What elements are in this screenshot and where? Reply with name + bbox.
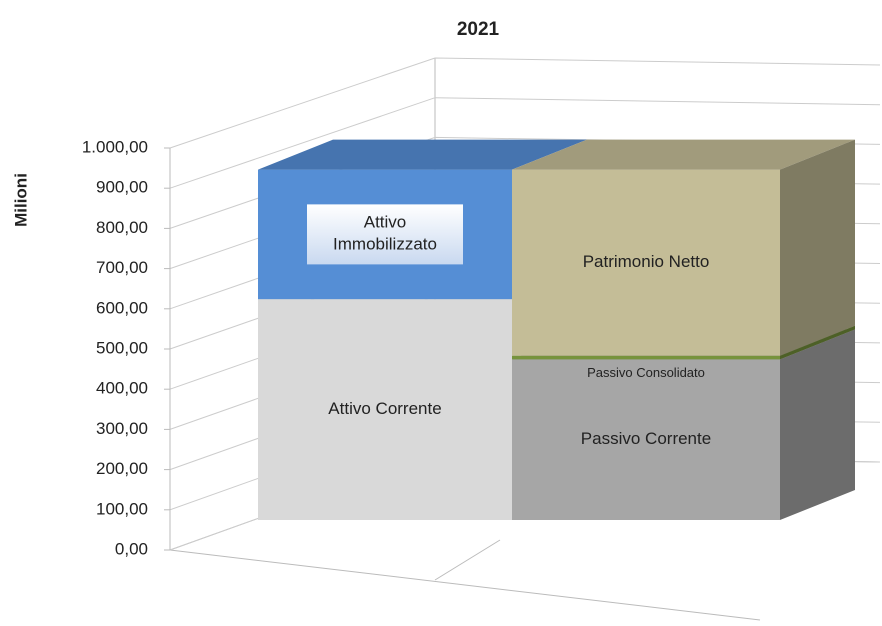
bar-front — [512, 169, 780, 356]
bar-top — [258, 139, 587, 170]
y-tick-label: 600,00 — [96, 298, 148, 317]
label-box — [307, 204, 463, 265]
chart-title: 2021 — [457, 19, 500, 40]
y-tick-label: 300,00 — [96, 419, 148, 438]
bar-front — [258, 299, 512, 520]
bar-side — [780, 329, 855, 520]
y-tick-label: 700,00 — [96, 258, 148, 277]
y-tick-label: 400,00 — [96, 379, 148, 398]
y-tick-label: 200,00 — [96, 459, 148, 478]
grid-line — [169, 57, 881, 149]
y-tick-label: 500,00 — [96, 338, 148, 357]
bar-front — [512, 359, 780, 520]
y-axis-label: Milioni — [11, 173, 30, 227]
bar-side — [780, 325, 855, 360]
grid-line — [169, 97, 881, 189]
series-label: Passivo Consolidato — [587, 365, 705, 380]
y-tick-label: 1.000,00 — [82, 137, 148, 156]
y-tick-label: 900,00 — [96, 178, 148, 197]
series-label: Patrimonio Netto — [583, 252, 710, 271]
y-tick-label: 0,00 — [115, 539, 148, 558]
bar-top — [512, 139, 855, 170]
bar-side — [780, 139, 855, 356]
y-tick-label: 800,00 — [96, 218, 148, 237]
y-tick-label: 100,00 — [96, 499, 148, 518]
series-label: Attivo Corrente — [328, 399, 441, 418]
series-label: Passivo Corrente — [581, 429, 711, 448]
bar-front — [512, 355, 780, 360]
series-label: Attivo Immobilizzato — [333, 213, 437, 254]
